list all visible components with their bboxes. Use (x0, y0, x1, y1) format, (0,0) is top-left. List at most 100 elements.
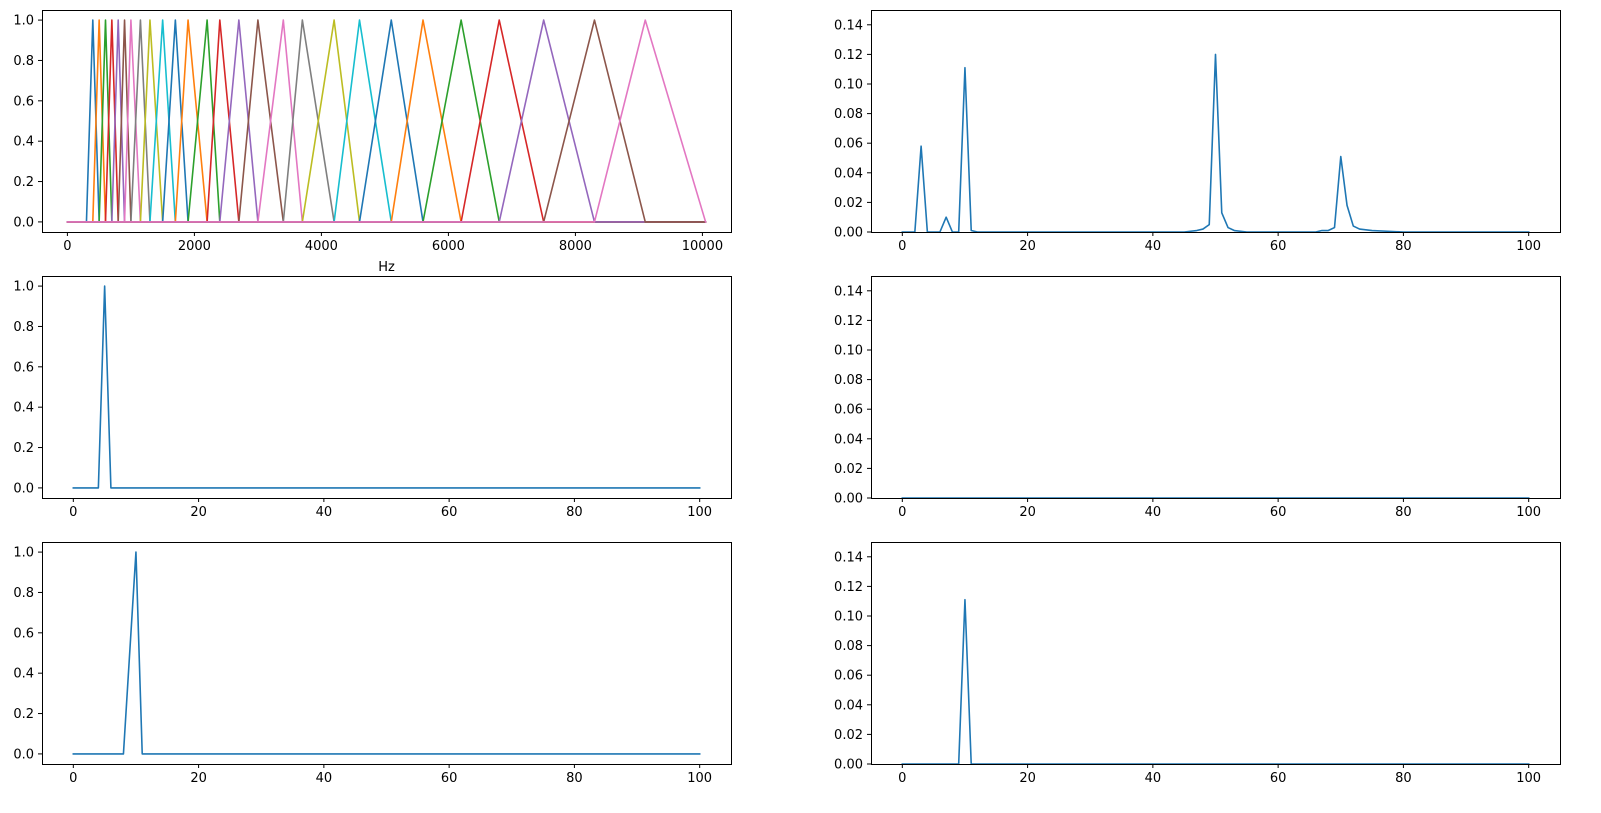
series-line-0 (901, 53, 1530, 232)
axes-frame (871, 276, 1561, 499)
x-tick-label: 0 (898, 505, 906, 520)
x-tick-label: 20 (190, 771, 207, 786)
y-tick-label: 1.0 (13, 546, 34, 561)
x-tick-label: 0 (69, 771, 77, 786)
x-tick-label: 20 (190, 505, 207, 520)
axes-frame (871, 10, 1561, 233)
x-tick-label: 80 (566, 771, 583, 786)
x-tick-label: 100 (687, 505, 712, 520)
y-tick-label: 0.8 (13, 320, 34, 335)
y-tick-label: 0.12 (834, 314, 863, 329)
series-line-26 (66, 19, 707, 223)
y-tick-label: 0.00 (834, 492, 863, 507)
y-tick-label: 0.00 (834, 226, 863, 241)
axes-frame (42, 10, 732, 233)
subplot-top-right: 0 20 40 60 80 100 0.00 0.02 0.04 0.06 0.08 0.10 0.12… (834, 10, 1561, 254)
y-tick-label: 0.02 (834, 196, 863, 211)
y-tick-label: 0.10 (834, 78, 863, 93)
y-tick-label: 0.02 (834, 462, 863, 477)
y-tick-label: 0.12 (834, 48, 863, 63)
y-tick-label: 0.14 (834, 18, 863, 33)
y-tick-label: 0.00 (834, 758, 863, 773)
y-tick-label: 0.08 (834, 639, 863, 654)
x-tick-label: 40 (316, 505, 333, 520)
y-tick-label: 0.0 (13, 215, 34, 230)
x-tick-label: 8000 (559, 239, 592, 254)
axes-frame (42, 542, 732, 765)
x-tick-label: 2000 (178, 239, 211, 254)
x-axis-label: Hz (378, 260, 395, 275)
subplot-bottom-left: 0 20 40 60 80 100 0.0 0.2 0.4 0.6 0.8 1.0 (13, 542, 732, 786)
x-tick-label: 100 (1516, 239, 1541, 254)
x-tick-label: 40 (1145, 239, 1162, 254)
series-group (66, 19, 707, 223)
x-tick-label: 60 (1270, 239, 1287, 254)
y-tick-label: 0.4 (13, 401, 34, 416)
x-tick-label: 60 (1270, 771, 1287, 786)
y-tick-label: 0.12 (834, 580, 863, 595)
y-tick-label: 0.06 (834, 403, 863, 418)
y-tick-label: 0.0 (13, 481, 34, 496)
axes-frame (42, 276, 732, 499)
x-tick-label: 0 (69, 505, 77, 520)
x-tick-label: 80 (1395, 771, 1412, 786)
y-tick-label: 0.06 (834, 137, 863, 152)
y-tick-label: 0.2 (13, 707, 34, 722)
x-tick-label: 80 (1395, 505, 1412, 520)
x-tick-label: 6000 (432, 239, 465, 254)
y-tick-label: 0.02 (834, 728, 863, 743)
y-tick-label: 1.0 (13, 14, 34, 29)
y-tick-label: 0.4 (13, 667, 34, 682)
y-tick-label: 0.8 (13, 54, 34, 69)
y-tick-label: 0.6 (13, 360, 34, 375)
x-tick-label: 20 (1019, 505, 1036, 520)
x-tick-label: 60 (441, 771, 458, 786)
subplot-middle-left: 0 20 40 60 80 100 0.0 0.2 0.4 0.6 0.8 1.0 (13, 276, 732, 520)
series-line-0 (72, 285, 701, 489)
series-group (901, 598, 1530, 764)
x-tick-label: 60 (1270, 505, 1287, 520)
subplot-bottom-right: 0 20 40 60 80 100 0.00 0.02 0.04 0.06 0.08 0.10 0.12… (834, 542, 1561, 786)
series-group (901, 53, 1530, 232)
y-tick-label: 0.10 (834, 344, 863, 359)
y-tick-label: 0.8 (13, 586, 34, 601)
y-tick-label: 0.04 (834, 432, 863, 447)
x-tick-label: 20 (1019, 239, 1036, 254)
x-tick-label: 100 (687, 771, 712, 786)
series-group (72, 285, 701, 489)
x-tick-label: 0 (63, 239, 71, 254)
axes-frame (871, 542, 1561, 765)
y-tick-label: 0.0 (13, 747, 34, 762)
y-tick-label: 0.2 (13, 175, 34, 190)
x-tick-label: 100 (1516, 505, 1541, 520)
y-tick-label: 0.08 (834, 107, 863, 122)
series-group (72, 551, 701, 755)
x-tick-label: 40 (1145, 505, 1162, 520)
x-tick-label: 100 (1516, 771, 1541, 786)
y-tick-label: 0.04 (834, 166, 863, 181)
x-tick-label: 80 (1395, 239, 1412, 254)
y-tick-label: 0.10 (834, 610, 863, 625)
x-tick-label: 0 (898, 239, 906, 254)
y-tick-label: 0.08 (834, 373, 863, 388)
x-tick-label: 4000 (305, 239, 338, 254)
y-tick-label: 1.0 (13, 280, 34, 295)
x-tick-label: 0 (898, 771, 906, 786)
y-tick-label: 0.6 (13, 94, 34, 109)
x-tick-label: 40 (316, 771, 333, 786)
y-tick-label: 0.14 (834, 284, 863, 299)
subplot-top-left: 0 2000 4000 6000 8000 10000 0.0 0.2 0.4 0.6 0.8 1.0… (13, 10, 732, 275)
y-tick-label: 0.14 (834, 550, 863, 565)
y-tick-label: 0.04 (834, 698, 863, 713)
x-tick-label: 80 (566, 505, 583, 520)
x-tick-label: 40 (1145, 771, 1162, 786)
x-tick-label: 60 (441, 505, 458, 520)
series-line-0 (901, 598, 1530, 764)
y-tick-label: 0.2 (13, 441, 34, 456)
subplot-middle-right: 0 20 40 60 80 100 0.00 0.02 0.04 0.06 0.08 0.10 0.12… (834, 276, 1561, 520)
x-tick-label: 20 (1019, 771, 1036, 786)
y-tick-label: 0.4 (13, 135, 34, 150)
y-tick-label: 0.06 (834, 669, 863, 684)
series-line-0 (72, 551, 701, 755)
